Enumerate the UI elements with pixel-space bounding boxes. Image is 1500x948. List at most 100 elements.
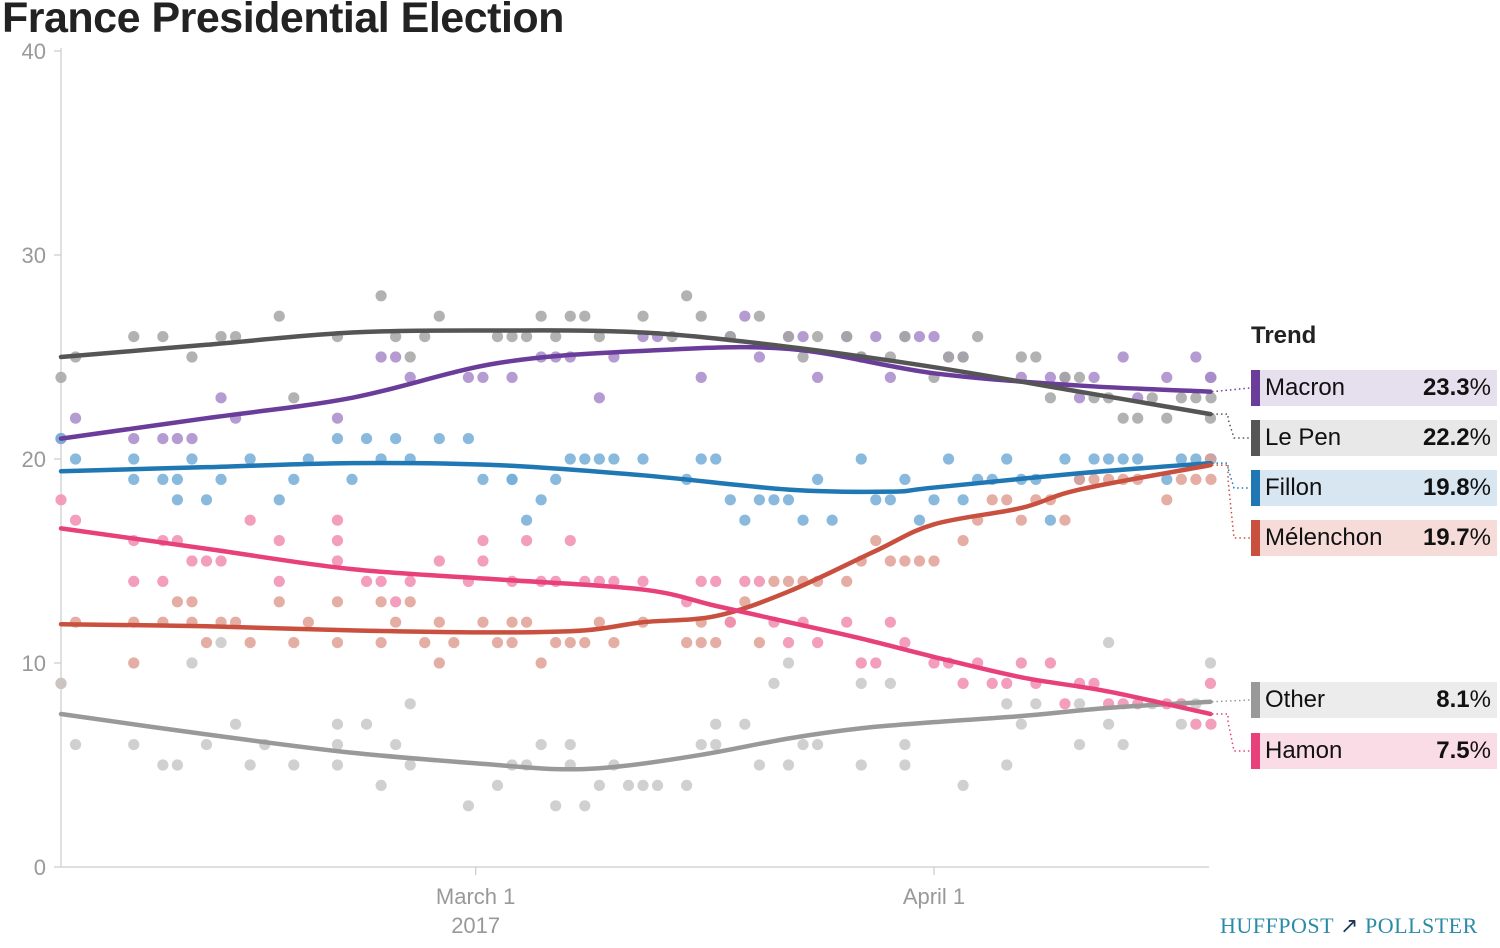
x-tick-sublabel: 2017 (451, 913, 500, 938)
poll-dot-mlenchon (1015, 514, 1027, 526)
poll-dot-mlenchon (986, 494, 998, 506)
poll-dot-other (1030, 698, 1042, 710)
poll-dot-mlenchon (899, 555, 911, 567)
poll-dot-lepen (753, 310, 766, 322)
poll-dot-other (360, 718, 373, 730)
poll-dot-mlenchon (870, 535, 882, 547)
trend-line-other (58, 699, 1213, 772)
chart-title: France Presidential Election (2, 0, 564, 42)
poll-dot-fillon (812, 473, 824, 485)
poll-dot-macron (739, 310, 751, 322)
poll-dot-hamon (186, 555, 198, 567)
poll-dot-fillon (826, 514, 838, 526)
poll-dot-hamon (753, 575, 766, 588)
poll-dot-hamon (884, 616, 896, 628)
poll-dot-hamon (1044, 657, 1056, 669)
poll-dot-lepen (812, 331, 824, 343)
poll-dot-fillon (128, 473, 140, 485)
poll-dot-fillon (724, 494, 736, 506)
legend-title: Trend (1251, 322, 1317, 349)
poll-dot-mlenchon (681, 637, 693, 649)
legend-item-hamon: Hamon 7.5% (1251, 733, 1497, 769)
poll-dot-fillon (637, 453, 649, 465)
poll-dot-fillon (1059, 453, 1071, 465)
poll-dot-fillon (899, 473, 911, 485)
poll-dot-other (797, 739, 809, 751)
poll-dot-mlenchon (128, 657, 140, 669)
poll-dot-other (681, 779, 693, 792)
brand-left: HUFFPOST (1220, 913, 1335, 938)
poll-dot-mlenchon (419, 637, 431, 649)
poll-dot-mlenchon (448, 637, 460, 649)
poll-dot-other (157, 759, 169, 771)
poll-dot-fillon (1001, 453, 1013, 465)
poll-dot-hamon (331, 535, 344, 547)
poll-dot-macron (884, 371, 896, 383)
poll-dot-macron (171, 433, 183, 445)
poll-dot-other (593, 779, 605, 792)
poll-dot-other (1001, 698, 1013, 710)
poll-dot-fillon (535, 494, 547, 506)
poll-dot-macron (477, 371, 489, 383)
poll-dot-other (244, 759, 256, 771)
poll-dot-other (637, 779, 649, 792)
poll-dot-other (1204, 657, 1217, 669)
poll-dot-fillon (1044, 514, 1056, 526)
poll-dot-fillon (884, 494, 896, 506)
poll-dot-lepen (899, 331, 911, 343)
poll-dot-fillon (913, 514, 926, 526)
poll-dot-hamon (957, 677, 969, 690)
poll-dot-fillon (579, 453, 591, 465)
poll-dot-mlenchon (1073, 473, 1086, 485)
poll-dot-hamon (1088, 677, 1100, 690)
poll-dot-macron (695, 371, 707, 383)
poll-dot-mlenchon (608, 637, 620, 649)
poll-dot-other (1015, 718, 1027, 730)
trend-line-lepen (58, 328, 1213, 417)
poll-dot-fillon (521, 514, 533, 526)
poll-dot-lepen (1190, 392, 1202, 404)
trend-line-hamon (58, 526, 1213, 717)
poll-dot-fillon (477, 473, 489, 485)
poll-dot-mlenchon (1001, 494, 1013, 506)
poll-dot-fillon (768, 494, 780, 506)
axis-ticks: 0 10 20 30 40 March 1 2017 April 1 (22, 39, 966, 938)
legend-name: Hamon (1265, 737, 1343, 764)
leader-macron (1211, 387, 1251, 393)
poll-dot-mlenchon (375, 637, 387, 649)
poll-dot-hamon (812, 637, 824, 649)
poll-dot-other (375, 779, 387, 792)
poll-dot-mlenchon (753, 637, 766, 649)
poll-dot-other (331, 718, 344, 730)
poll-dot-other (186, 657, 198, 669)
poll-dot-lepen (593, 331, 605, 343)
poll-dot-fillon (273, 494, 285, 506)
poll-dot-hamon (521, 535, 533, 547)
poll-dot-mlenchon (695, 637, 707, 649)
poll-dot-hamon (564, 535, 576, 547)
poll-dot-mlenchon (506, 637, 518, 649)
poll-dot-lepen (404, 351, 416, 363)
poll-dot-lepen (419, 331, 431, 343)
poll-dot-mlenchon (302, 616, 314, 628)
legend-value: 23.3% (1422, 374, 1491, 401)
poll-dot-hamon (855, 657, 867, 669)
poll-dot-fillon (390, 433, 402, 445)
poll-dot-fillon (186, 453, 198, 465)
poll-dot-other (622, 779, 635, 792)
poll-dot-hamon (1015, 657, 1027, 669)
poll-dot-other (899, 739, 911, 751)
legend-value: 19.7% (1422, 524, 1491, 551)
poll-dot-hamon (360, 575, 373, 588)
poll-dot-mlenchon (593, 616, 605, 628)
poll-dot-macron (812, 371, 824, 383)
poll-dot-macron (870, 331, 882, 343)
poll-dot-mlenchon (782, 575, 795, 588)
poll-dot-other (215, 637, 227, 649)
legend-name: Fillon (1265, 474, 1323, 501)
poll-dot-lepen (215, 331, 227, 343)
leader-fillon (1212, 462, 1250, 489)
poll-dot-other (1073, 739, 1086, 751)
poll-dot-hamon (986, 677, 998, 690)
poll-dot-mlenchon (928, 555, 940, 567)
